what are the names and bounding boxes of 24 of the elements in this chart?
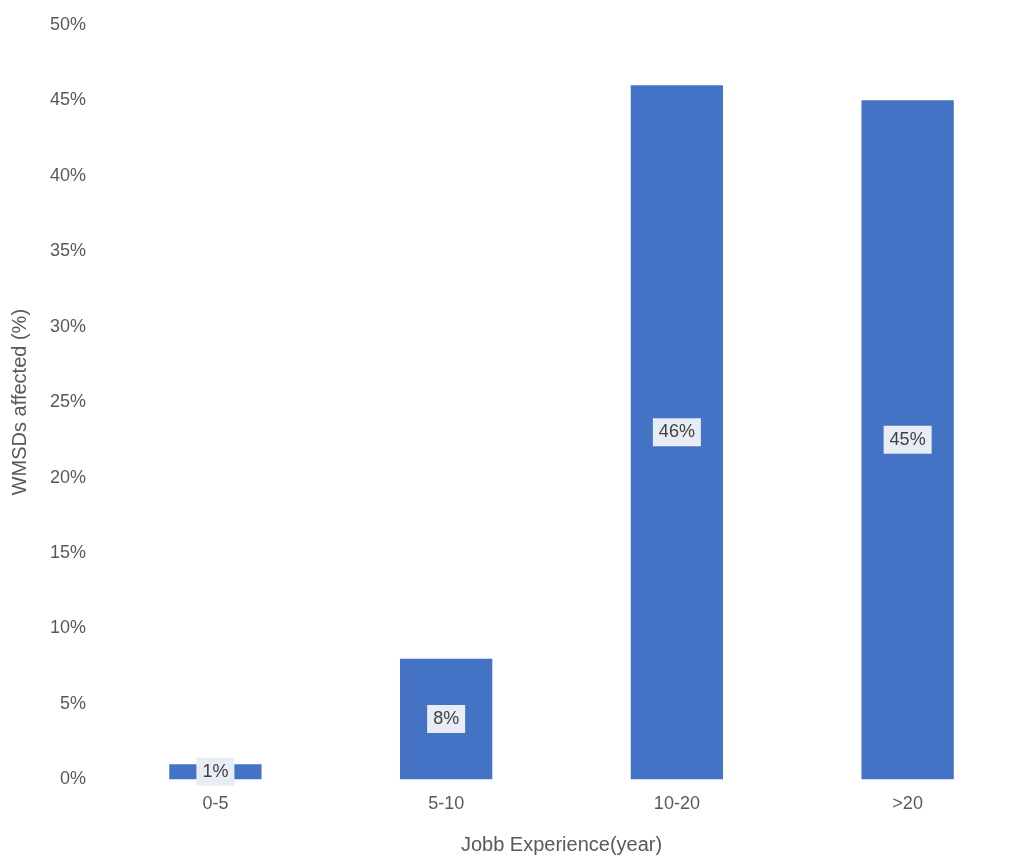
x-tick-label: 10-20 (653, 793, 700, 814)
bar (861, 100, 954, 780)
y-tick-label: 5% (60, 692, 87, 713)
y-tick-label: 10% (50, 617, 87, 638)
y-tick-label: 15% (50, 541, 87, 562)
y-tick-label: 0% (60, 768, 87, 789)
data-label: 8% (433, 708, 460, 728)
data-label: 1% (202, 760, 229, 781)
y-tick-label: 45% (50, 89, 87, 110)
y-tick-label: 50% (50, 13, 87, 34)
y-tick-label: 30% (50, 315, 87, 336)
bar (399, 658, 493, 780)
y-tick-label: 20% (50, 466, 87, 487)
y-tick-label: 25% (50, 391, 87, 412)
bar (630, 85, 724, 780)
y-tick-label: 40% (50, 164, 87, 185)
y-axis-title: WMSDs affected (%) (7, 308, 30, 496)
x-tick-label: 0-5 (202, 793, 229, 814)
x-tick-label: >20 (892, 793, 923, 814)
y-tick-label: 35% (50, 240, 87, 261)
data-label: 46% (658, 421, 695, 442)
x-tick-label: 5-10 (428, 793, 465, 814)
data-label: 45% (889, 428, 926, 449)
x-axis-title: Jobb Experience(year) (460, 832, 663, 855)
